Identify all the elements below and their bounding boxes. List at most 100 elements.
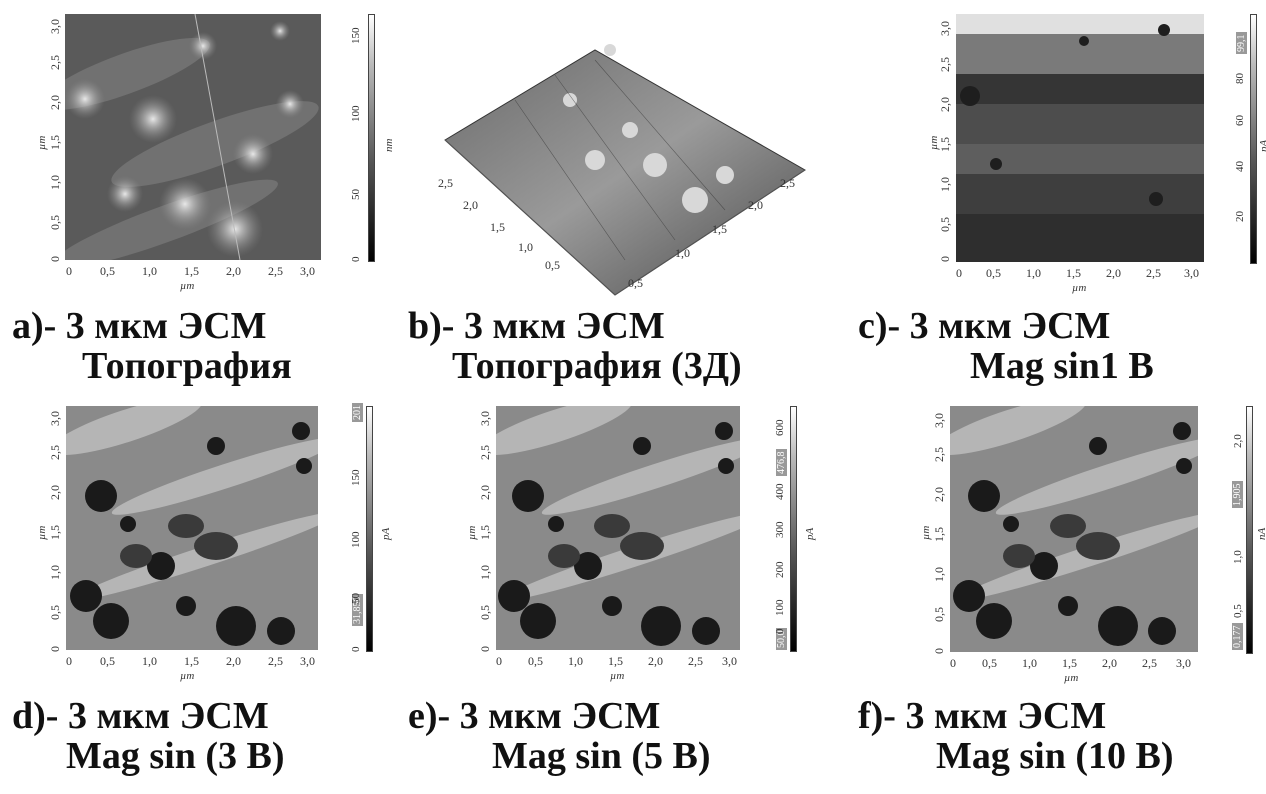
colorbar-tick: 300 <box>774 521 786 539</box>
y-tick: 1,0 <box>518 240 533 254</box>
y-tick: 3,0 <box>938 21 952 36</box>
x-tick: 1,5 <box>1062 656 1077 670</box>
colorbar-tick: 20 <box>1234 211 1246 222</box>
y-tick: 2,0 <box>48 485 62 500</box>
x-tick: 0,5 <box>100 264 115 278</box>
panel-caption: c)- 3 мкм ЭСМ Mag sin1 В <box>858 306 1154 386</box>
panel-caption: d)- 3 мкм ЭСМ Mag sin (3 В) <box>12 696 285 776</box>
x-tick: 3,0 <box>722 654 737 668</box>
colorbar-tick: 100 <box>350 105 362 123</box>
afm-image-mag-sin-3v <box>66 406 318 650</box>
caption-title: b)- 3 мкм ЭСМ <box>408 305 665 347</box>
y-tick: 2,0 <box>48 95 62 110</box>
caption-subtitle: Топография (3Д) <box>452 345 742 387</box>
colorbar-tick: 600 <box>774 419 786 437</box>
afm-image-mag-sin-10v <box>950 406 1198 652</box>
caption-title: a)- 3 мкм ЭСМ <box>12 305 267 347</box>
x-tick: 1,5 <box>184 264 199 278</box>
afm-image-mag-sin1 <box>956 14 1204 262</box>
caption-title: e)- 3 мкм ЭСМ <box>408 695 661 737</box>
x-tick: 2,0 <box>648 654 663 668</box>
y-tick: 2,5 <box>438 176 453 190</box>
colorbar-tick: 150 <box>350 469 362 487</box>
colorbar-unit: pA <box>1258 139 1266 152</box>
x-tick: 0 <box>950 656 956 670</box>
colorbar-tick: 400 <box>774 483 786 501</box>
x-tick: 0,5 <box>986 266 1001 280</box>
y-tick: 0 <box>478 646 492 652</box>
x-tick: 1,5 <box>608 654 623 668</box>
x-axis-unit: µm <box>180 670 195 682</box>
colorbar-unit: nA <box>1256 527 1266 540</box>
x-tick: 1,0 <box>142 654 157 668</box>
colorbar-unit: pA <box>380 527 392 540</box>
colorbar-tick: 0 <box>350 256 362 263</box>
colorbar <box>366 406 373 652</box>
caption-subtitle: Mag sin (5 В) <box>492 735 711 777</box>
x-tick: 0 <box>956 266 962 280</box>
colorbar-tick: 2,0 <box>1232 434 1244 448</box>
x-axis-unit: µm <box>1072 282 1087 294</box>
colorbar <box>368 14 375 262</box>
panel-caption: a)- 3 мкм ЭСМ Топография <box>12 306 292 386</box>
colorbar-unit: nm <box>383 138 395 152</box>
x-tick: 2,0 <box>748 198 763 212</box>
x-tick: 3,0 <box>1184 266 1199 280</box>
colorbar-marker: 1,905 <box>1232 481 1243 508</box>
y-tick: 0 <box>932 648 946 654</box>
caption-subtitle: Mag sin1 В <box>970 345 1154 387</box>
y-tick: 1,0 <box>48 565 62 580</box>
colorbar-marker: 0,177 <box>1232 623 1243 650</box>
y-tick: 1,0 <box>48 175 62 190</box>
panel-caption: e)- 3 мкм ЭСМ Mag sin (5 В) <box>408 696 711 776</box>
y-tick: 0,5 <box>48 215 62 230</box>
colorbar-marker: 476,8 <box>776 449 787 476</box>
x-axis-unit: µm <box>1064 672 1079 684</box>
x-tick: 3,0 <box>1176 656 1191 670</box>
colorbar-tick: 1,0 <box>1232 550 1244 564</box>
y-axis-unit: µm <box>466 525 478 540</box>
x-tick: 0,5 <box>528 654 543 668</box>
x-tick: 0,5 <box>628 276 643 290</box>
y-tick: 2,5 <box>48 445 62 460</box>
colorbar-tick: 100 <box>774 599 786 617</box>
y-axis-unit: µm <box>36 525 48 540</box>
y-tick: 1,5 <box>478 525 492 540</box>
x-tick: 0 <box>66 264 72 278</box>
x-tick: 2,5 <box>1142 656 1157 670</box>
y-tick: 2,5 <box>938 57 952 72</box>
x-tick: 2,0 <box>226 264 241 278</box>
colorbar-marker: 99,1 <box>1236 32 1247 54</box>
x-tick: 3,0 <box>300 264 315 278</box>
caption-title: c)- 3 мкм ЭСМ <box>858 305 1111 347</box>
caption-title: d)- 3 мкм ЭСМ <box>12 695 269 737</box>
y-tick: 0 <box>48 646 62 652</box>
y-tick: 1,5 <box>490 220 505 234</box>
y-tick: 0 <box>938 256 952 262</box>
y-tick: 3,0 <box>932 413 946 428</box>
y-tick: 2,5 <box>48 55 62 70</box>
colorbar-tick: 0 <box>350 646 362 653</box>
y-tick: 0,5 <box>938 217 952 232</box>
caption-subtitle: Mag sin (3 В) <box>66 735 285 777</box>
x-tick: 0 <box>496 654 502 668</box>
colorbar-tick: 0,5 <box>1232 604 1244 618</box>
x-tick: 1,0 <box>142 264 157 278</box>
x-tick: 2,5 <box>268 654 283 668</box>
y-tick: 0,5 <box>545 258 560 272</box>
colorbar-tick: 100 <box>350 531 362 549</box>
x-tick: 0,5 <box>100 654 115 668</box>
y-tick: 1,5 <box>932 527 946 542</box>
colorbar-tick: 80 <box>1234 73 1246 84</box>
x-tick: 0,5 <box>982 656 997 670</box>
colorbar-tick: 40 <box>1234 161 1246 172</box>
y-tick: 2,5 <box>932 447 946 462</box>
x-tick: 1,5 <box>712 222 727 236</box>
y-tick: 2,0 <box>938 97 952 112</box>
y-tick: 2,5 <box>478 445 492 460</box>
x-tick: 2,5 <box>688 654 703 668</box>
y-axis-unit: µm <box>36 135 48 150</box>
y-tick: 3,0 <box>48 411 62 426</box>
y-tick: 3,0 <box>478 411 492 426</box>
y-tick: 1,5 <box>48 525 62 540</box>
